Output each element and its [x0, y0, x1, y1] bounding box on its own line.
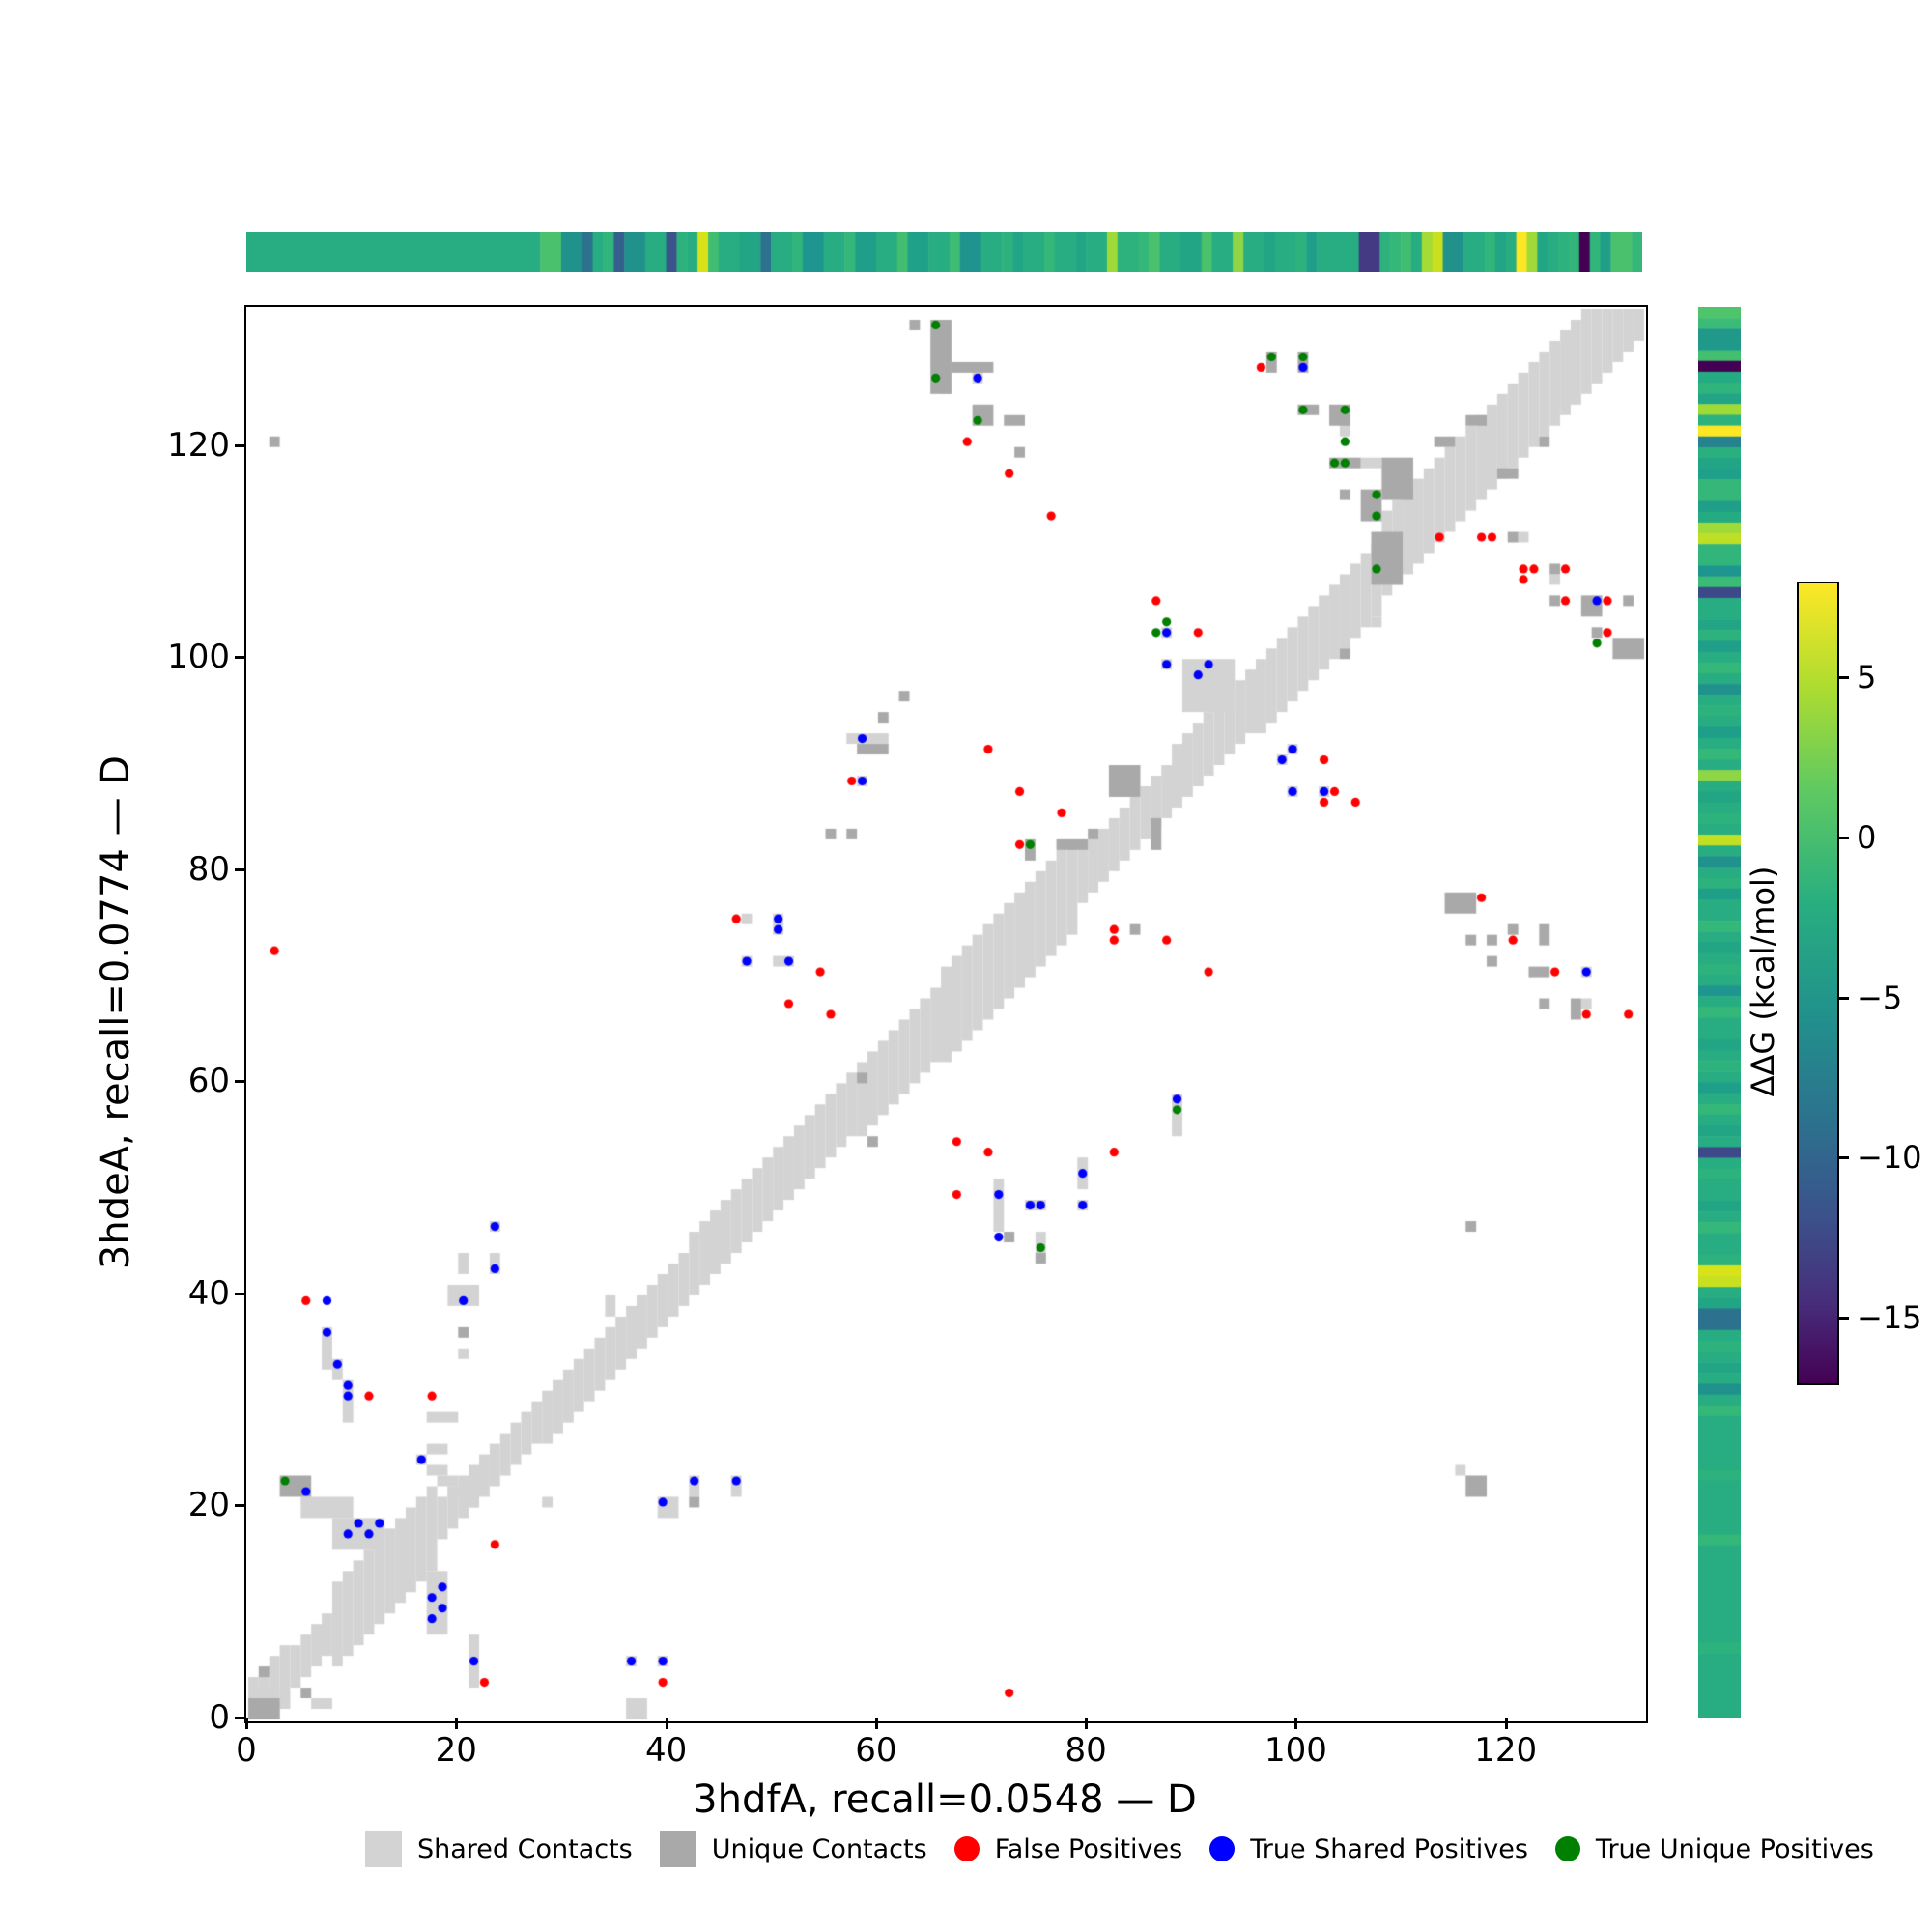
x-tick-label: 40: [644, 1731, 688, 1770]
colorbar-tick-mark: [1837, 676, 1849, 680]
y-tick-mark: [235, 1080, 246, 1084]
y-tick-mark: [235, 656, 246, 660]
right-residue-color-strip: [1698, 307, 1741, 1718]
colorbar-tick-label: 0: [1857, 818, 1877, 856]
x-tick-mark: [665, 1718, 668, 1729]
colorbar-tick-label: −5: [1857, 979, 1903, 1016]
y-tick-label: 80: [187, 849, 230, 889]
x-tick-mark: [245, 1718, 248, 1729]
colorbar-tick-label: 5: [1857, 659, 1877, 696]
x-tick-mark: [1294, 1718, 1298, 1729]
x-tick-label: 80: [1065, 1731, 1107, 1770]
legend-label: True Unique Positives: [1595, 1833, 1874, 1864]
y-tick-mark: [235, 443, 246, 447]
legend-label: Shared Contacts: [417, 1833, 633, 1864]
legend-circle-marker: [1209, 1836, 1236, 1861]
legend-item-false-positives: False Positives: [953, 1833, 1183, 1864]
legend-square-swatch: [365, 1831, 402, 1867]
y-tick-mark: [235, 1292, 246, 1295]
legend-item-shared-contacts: Shared Contacts: [365, 1831, 633, 1867]
legend-item-true-unique-positives: True Unique Positives: [1554, 1833, 1874, 1864]
legend-circle-marker: [1554, 1836, 1580, 1861]
y-tick-mark: [235, 867, 246, 871]
colorbar-tick-mark: [1837, 996, 1849, 1000]
legend-label: Unique Contacts: [711, 1833, 927, 1864]
x-tick-label: 100: [1264, 1731, 1327, 1770]
y-axis-label: 3hdeA, recall=0.0774 — D: [94, 754, 138, 1270]
y-tick-label: 40: [187, 1273, 230, 1313]
x-tick-label: 60: [855, 1731, 897, 1770]
colorbar-tick-mark: [1837, 1316, 1849, 1320]
legend-square-swatch: [659, 1831, 696, 1867]
legend-circle-marker: [953, 1836, 980, 1861]
colorbar-label: ΔΔG (kcal/mol): [1745, 866, 1781, 1097]
y-tick-mark: [235, 1504, 246, 1508]
legend-label: True Shared Positives: [1250, 1833, 1528, 1864]
contact-map-plot-area: [244, 305, 1648, 1723]
colorbar-tick-label: −15: [1857, 1298, 1922, 1336]
y-tick-label: 0: [209, 1698, 230, 1737]
x-axis-label: 3hdfA, recall=0.0548 — D: [693, 1777, 1197, 1822]
x-tick-mark: [455, 1718, 459, 1729]
colorbar-tick-label: −10: [1857, 1139, 1922, 1177]
x-tick-label: 20: [435, 1731, 477, 1770]
top-residue-color-strip: [246, 232, 1642, 272]
x-tick-label: 120: [1474, 1731, 1538, 1770]
colorbar: [1797, 582, 1839, 1385]
y-tick-label: 20: [187, 1486, 230, 1525]
legend: Shared Contacts Unique Contacts False Posi…: [365, 1831, 1874, 1867]
y-tick-label: 60: [187, 1062, 230, 1101]
legend-item-unique-contacts: Unique Contacts: [659, 1831, 927, 1867]
x-tick-mark: [1085, 1718, 1089, 1729]
y-tick-label: 100: [167, 638, 230, 677]
legend-item-true-shared-positives: True Shared Positives: [1209, 1834, 1528, 1864]
legend-label: False Positives: [994, 1833, 1183, 1864]
x-tick-mark: [874, 1718, 878, 1729]
x-tick-label: 0: [236, 1731, 257, 1770]
y-tick-label: 120: [167, 425, 230, 465]
y-tick-mark: [235, 1717, 246, 1719]
colorbar-tick-mark: [1837, 1156, 1849, 1160]
x-tick-mark: [1504, 1718, 1508, 1729]
colorbar-tick-mark: [1837, 836, 1849, 839]
